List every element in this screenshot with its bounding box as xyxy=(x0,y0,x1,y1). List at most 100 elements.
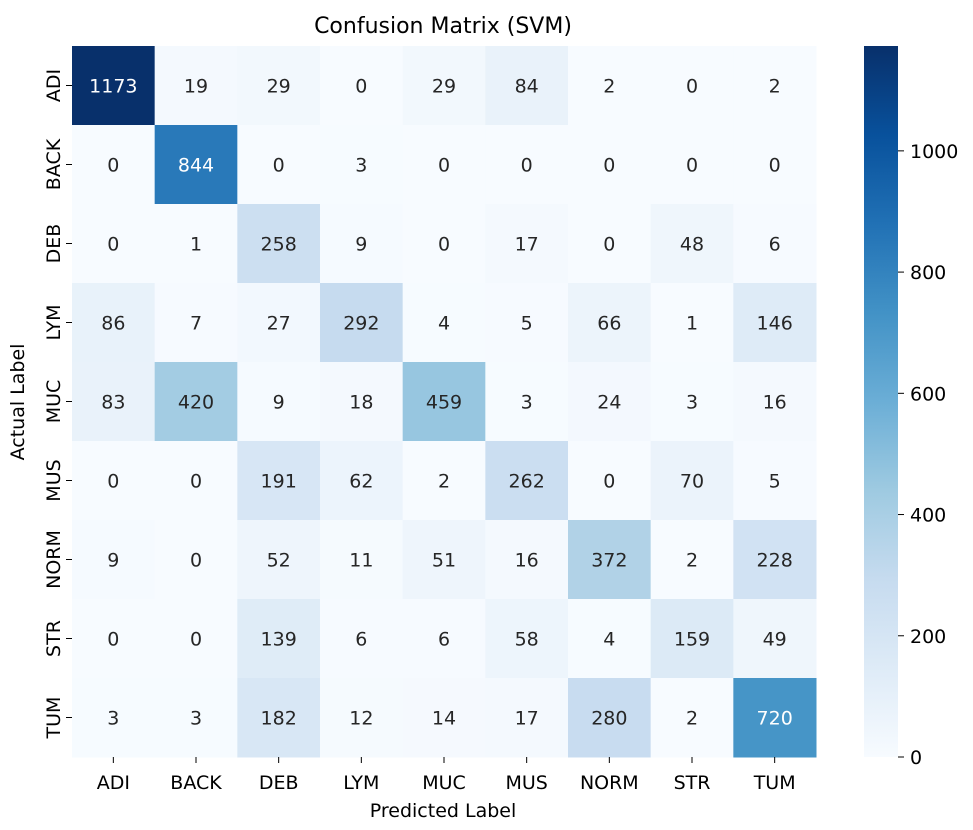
heatmap-cell xyxy=(485,204,569,284)
cell-value-label: 9 xyxy=(273,392,285,414)
heatmap-cell xyxy=(320,46,404,126)
cell-value-label: 84 xyxy=(515,76,539,98)
heatmap-cell xyxy=(320,125,404,205)
cell-value-label: 29 xyxy=(432,76,456,98)
cell-value-label: 372 xyxy=(591,550,627,572)
cell-value-label: 262 xyxy=(509,471,545,493)
heatmap-cell xyxy=(237,283,321,363)
heatmap-cell xyxy=(402,204,486,284)
cell-value-label: 0 xyxy=(190,629,202,651)
cell-value-label: 0 xyxy=(190,550,202,572)
heatmap-cell xyxy=(733,362,817,442)
cell-value-label: 52 xyxy=(267,550,291,572)
cell-value-label: 191 xyxy=(261,471,297,493)
heatmap-cell xyxy=(650,46,734,126)
cell-value-label: 24 xyxy=(597,392,621,414)
cell-value-label: 3 xyxy=(355,155,367,177)
heatmap-cell xyxy=(733,599,817,679)
cell-value-label: 182 xyxy=(261,708,297,730)
cell-value-label: 0 xyxy=(107,155,119,177)
heatmap-cell xyxy=(154,362,238,442)
heatmap-cell xyxy=(320,520,404,600)
cell-value-label: 66 xyxy=(597,313,621,335)
heatmap-cell xyxy=(402,283,486,363)
cell-value-label: 62 xyxy=(349,471,373,493)
heatmap-cell xyxy=(650,520,734,600)
heatmap-cell xyxy=(650,362,734,442)
cell-value-label: 0 xyxy=(273,155,285,177)
heatmap-cell xyxy=(72,283,156,363)
cell-value-label: 29 xyxy=(267,76,291,98)
colorbar-tick-label: 600 xyxy=(910,383,946,405)
heatmap-cell xyxy=(568,599,652,679)
cell-value-label: 49 xyxy=(763,629,787,651)
heatmap-cell xyxy=(402,678,486,758)
heatmap-cell xyxy=(568,125,652,205)
cell-value-label: 2 xyxy=(438,471,450,493)
cell-value-label: 159 xyxy=(674,629,710,651)
y-tick-label: MUC xyxy=(43,380,65,424)
x-tick-label: STR xyxy=(674,772,711,794)
cell-value-label: 3 xyxy=(107,708,119,730)
cell-value-label: 0 xyxy=(107,471,119,493)
heatmap-cell xyxy=(154,46,238,126)
x-tick-label: DEB xyxy=(259,772,299,794)
cell-value-label: 0 xyxy=(769,155,781,177)
cell-value-label: 1173 xyxy=(89,76,137,98)
cell-value-label: 0 xyxy=(686,155,698,177)
heatmap-cell xyxy=(320,283,404,363)
heatmap-cell xyxy=(72,204,156,284)
colorbar-tick-label: 400 xyxy=(910,505,946,527)
cell-value-label: 83 xyxy=(101,392,125,414)
cell-value-label: 2 xyxy=(686,708,698,730)
heatmap-cell xyxy=(733,441,817,521)
y-tick-label: MUS xyxy=(43,459,65,501)
y-tick-label: NORM xyxy=(43,530,65,589)
cell-value-label: 0 xyxy=(355,76,367,98)
cell-value-label: 6 xyxy=(769,234,781,256)
x-tick-label: BACK xyxy=(170,772,222,794)
cell-value-label: 16 xyxy=(763,392,787,414)
heatmap-cell xyxy=(650,678,734,758)
heatmap-cell xyxy=(650,599,734,679)
heatmap-cell xyxy=(733,125,817,205)
heatmap-cell xyxy=(237,362,321,442)
heatmap-cell xyxy=(568,678,652,758)
heatmap-cell xyxy=(72,362,156,442)
heatmap-cell xyxy=(154,204,238,284)
cell-value-label: 12 xyxy=(349,708,373,730)
cell-value-label: 11 xyxy=(349,550,373,572)
cell-value-label: 459 xyxy=(426,392,462,414)
cell-value-label: 9 xyxy=(107,550,119,572)
cell-value-label: 0 xyxy=(107,234,119,256)
heatmap-cell xyxy=(237,678,321,758)
cell-value-label: 5 xyxy=(769,471,781,493)
cell-value-label: 3 xyxy=(521,392,533,414)
heatmap-cell xyxy=(72,520,156,600)
heatmap-cell xyxy=(650,125,734,205)
y-tick-label: BACK xyxy=(43,138,65,190)
heatmap-cells: 1173 19 29 0 29 84 2 0 20 844 0 3 0 0 0 0 00 1 258 9 0 17 0 48 6… xyxy=(72,46,817,758)
heatmap-cell xyxy=(485,362,569,442)
cell-value-label: 17 xyxy=(515,234,539,256)
cell-value-label: 5 xyxy=(521,313,533,335)
heatmap-cell xyxy=(568,362,652,442)
colorbar-tick-label: 0 xyxy=(910,747,922,769)
x-axis-ticks: ADI BACK DEB LYM MUC MUS NORM STR TUM xyxy=(97,757,796,794)
cell-value-label: 420 xyxy=(178,392,214,414)
heatmap-cell xyxy=(650,441,734,521)
heatmap-cell xyxy=(320,441,404,521)
cell-value-label: 0 xyxy=(603,155,615,177)
heatmap-cell xyxy=(733,283,817,363)
heatmap-cell xyxy=(485,283,569,363)
heatmap-cell xyxy=(568,204,652,284)
heatmap-cell xyxy=(154,678,238,758)
heatmap-cell xyxy=(72,678,156,758)
cell-value-label: 844 xyxy=(178,155,214,177)
heatmap-cell xyxy=(485,520,569,600)
heatmap-cell xyxy=(320,678,404,758)
heatmap-cell xyxy=(237,520,321,600)
cell-value-label: 0 xyxy=(438,234,450,256)
heatmap-cell xyxy=(485,441,569,521)
